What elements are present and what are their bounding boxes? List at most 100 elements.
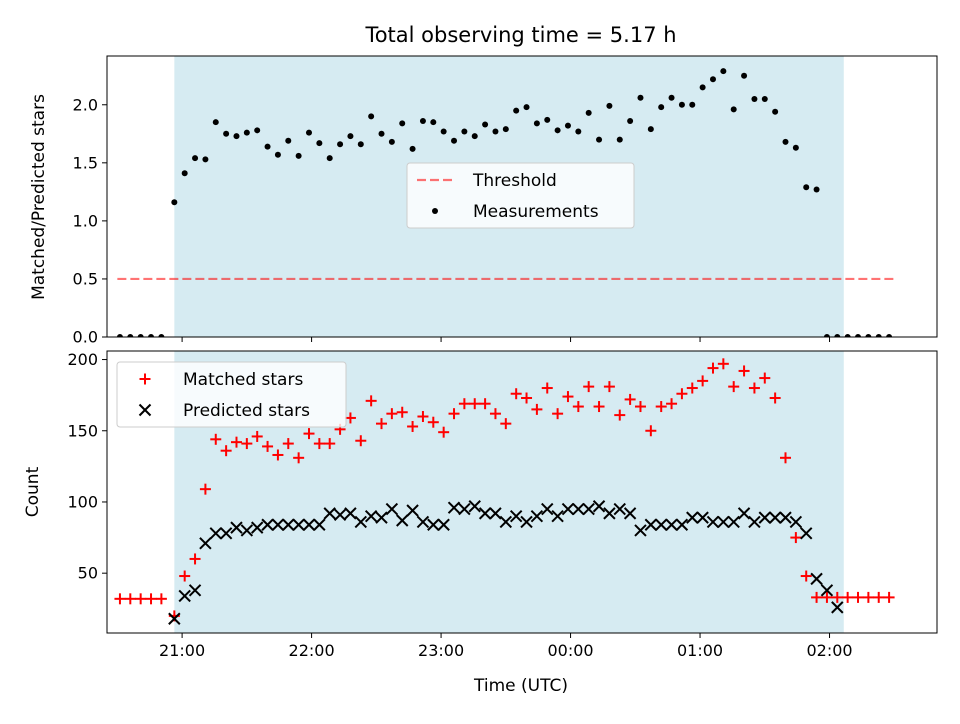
series-predicted-stars — [168, 500, 844, 625]
top-y-axis-label: Matched/Predicted stars — [29, 94, 49, 300]
matched-point — [210, 433, 222, 445]
predicted-point — [396, 514, 409, 527]
matched-point — [666, 398, 678, 410]
predicted-point — [665, 518, 678, 531]
matched-point — [852, 591, 864, 603]
predicted-point — [820, 584, 834, 597]
measurement-point — [637, 94, 644, 101]
measurement-point — [461, 128, 468, 135]
predicted-point — [561, 502, 575, 516]
measurement-point — [181, 170, 188, 177]
matched-point — [862, 591, 874, 603]
matched-point — [572, 401, 584, 413]
x-tick-label: 23:00 — [418, 641, 464, 660]
matched-point — [179, 570, 191, 582]
matched-point — [552, 408, 564, 420]
x-axis-label: Time (UTC) — [473, 676, 568, 696]
x-tick-label: 22:00 — [289, 641, 335, 660]
predicted-point — [634, 524, 647, 537]
measurement-point — [471, 133, 478, 140]
matched-point — [230, 436, 242, 448]
predicted-point — [748, 515, 761, 529]
matched-point — [821, 591, 833, 603]
predicted-point — [468, 500, 481, 513]
axes-frame — [106, 350, 938, 634]
y-tick-label: 2.0 — [73, 95, 98, 114]
predicted-point — [831, 601, 844, 614]
measurement-point — [388, 138, 395, 145]
predicted-point — [354, 515, 367, 529]
predicted-point — [758, 511, 771, 524]
measurement-point — [285, 137, 292, 144]
y-tick-label: 200 — [67, 350, 98, 369]
matched-point — [842, 591, 854, 603]
measurement-point — [564, 122, 571, 129]
predicted-point — [209, 527, 222, 540]
predicted-point — [261, 518, 274, 531]
predicted-point — [292, 518, 305, 531]
predicted-point — [271, 518, 285, 531]
measurement-point — [865, 334, 872, 337]
matched-point — [438, 426, 450, 438]
predicted-point — [478, 507, 492, 520]
predicted-point — [250, 521, 264, 534]
matched-point — [417, 411, 429, 423]
predicted-point — [717, 515, 730, 529]
predicted-point — [582, 502, 595, 516]
matched-point — [728, 381, 740, 393]
measurement-point — [513, 107, 520, 114]
matched-point — [676, 388, 688, 400]
matched-point — [344, 412, 356, 424]
predicted-point — [530, 510, 544, 523]
matched-point — [510, 388, 522, 400]
matched-point — [396, 406, 408, 418]
matched-point — [645, 425, 657, 437]
matched-point — [251, 430, 263, 442]
measurement-point — [751, 95, 758, 102]
matched-point — [717, 358, 729, 370]
matched-point — [541, 382, 553, 394]
predicted-point — [706, 515, 720, 529]
predicted-point — [654, 518, 668, 531]
measurement-point — [409, 145, 416, 152]
legend-label: Predicted stars — [183, 401, 310, 421]
predicted-point — [779, 511, 792, 524]
predicted-point — [240, 524, 254, 537]
y-tick-label: 1.0 — [73, 211, 98, 230]
predicted-point — [541, 502, 554, 516]
matched-point — [883, 591, 895, 603]
predicted-point — [302, 518, 316, 531]
predicted-point — [427, 518, 440, 531]
measurement-point — [264, 143, 271, 150]
matched-point — [124, 593, 136, 605]
x-tick-label: 01:00 — [677, 641, 723, 660]
measurement-point — [627, 118, 634, 125]
measurement-point — [596, 136, 603, 143]
legend-label: Measurements — [473, 202, 599, 222]
measurement-point — [451, 137, 458, 144]
measurement-point — [575, 128, 582, 135]
predicted-point — [520, 515, 533, 529]
predicted-point — [344, 507, 357, 520]
measurement-point — [137, 334, 144, 337]
measurement-point — [127, 334, 134, 337]
predicted-point — [219, 527, 233, 540]
matched-point — [313, 438, 325, 450]
matched-point — [790, 532, 802, 544]
measurement-point — [544, 116, 551, 123]
predicted-point — [509, 510, 523, 523]
measurement-point — [606, 102, 613, 109]
measurement-point — [305, 129, 312, 136]
matched-point — [303, 428, 315, 440]
measurement-point — [399, 120, 406, 127]
measurement-point — [430, 119, 437, 126]
matched-point — [427, 416, 439, 428]
measurement-point — [254, 127, 261, 134]
predicted-point — [178, 589, 191, 603]
measurement-point — [647, 126, 654, 133]
measurement-point — [357, 141, 364, 148]
predicted-point — [188, 584, 202, 597]
measurement-point — [347, 133, 354, 140]
predicted-point — [613, 502, 626, 516]
